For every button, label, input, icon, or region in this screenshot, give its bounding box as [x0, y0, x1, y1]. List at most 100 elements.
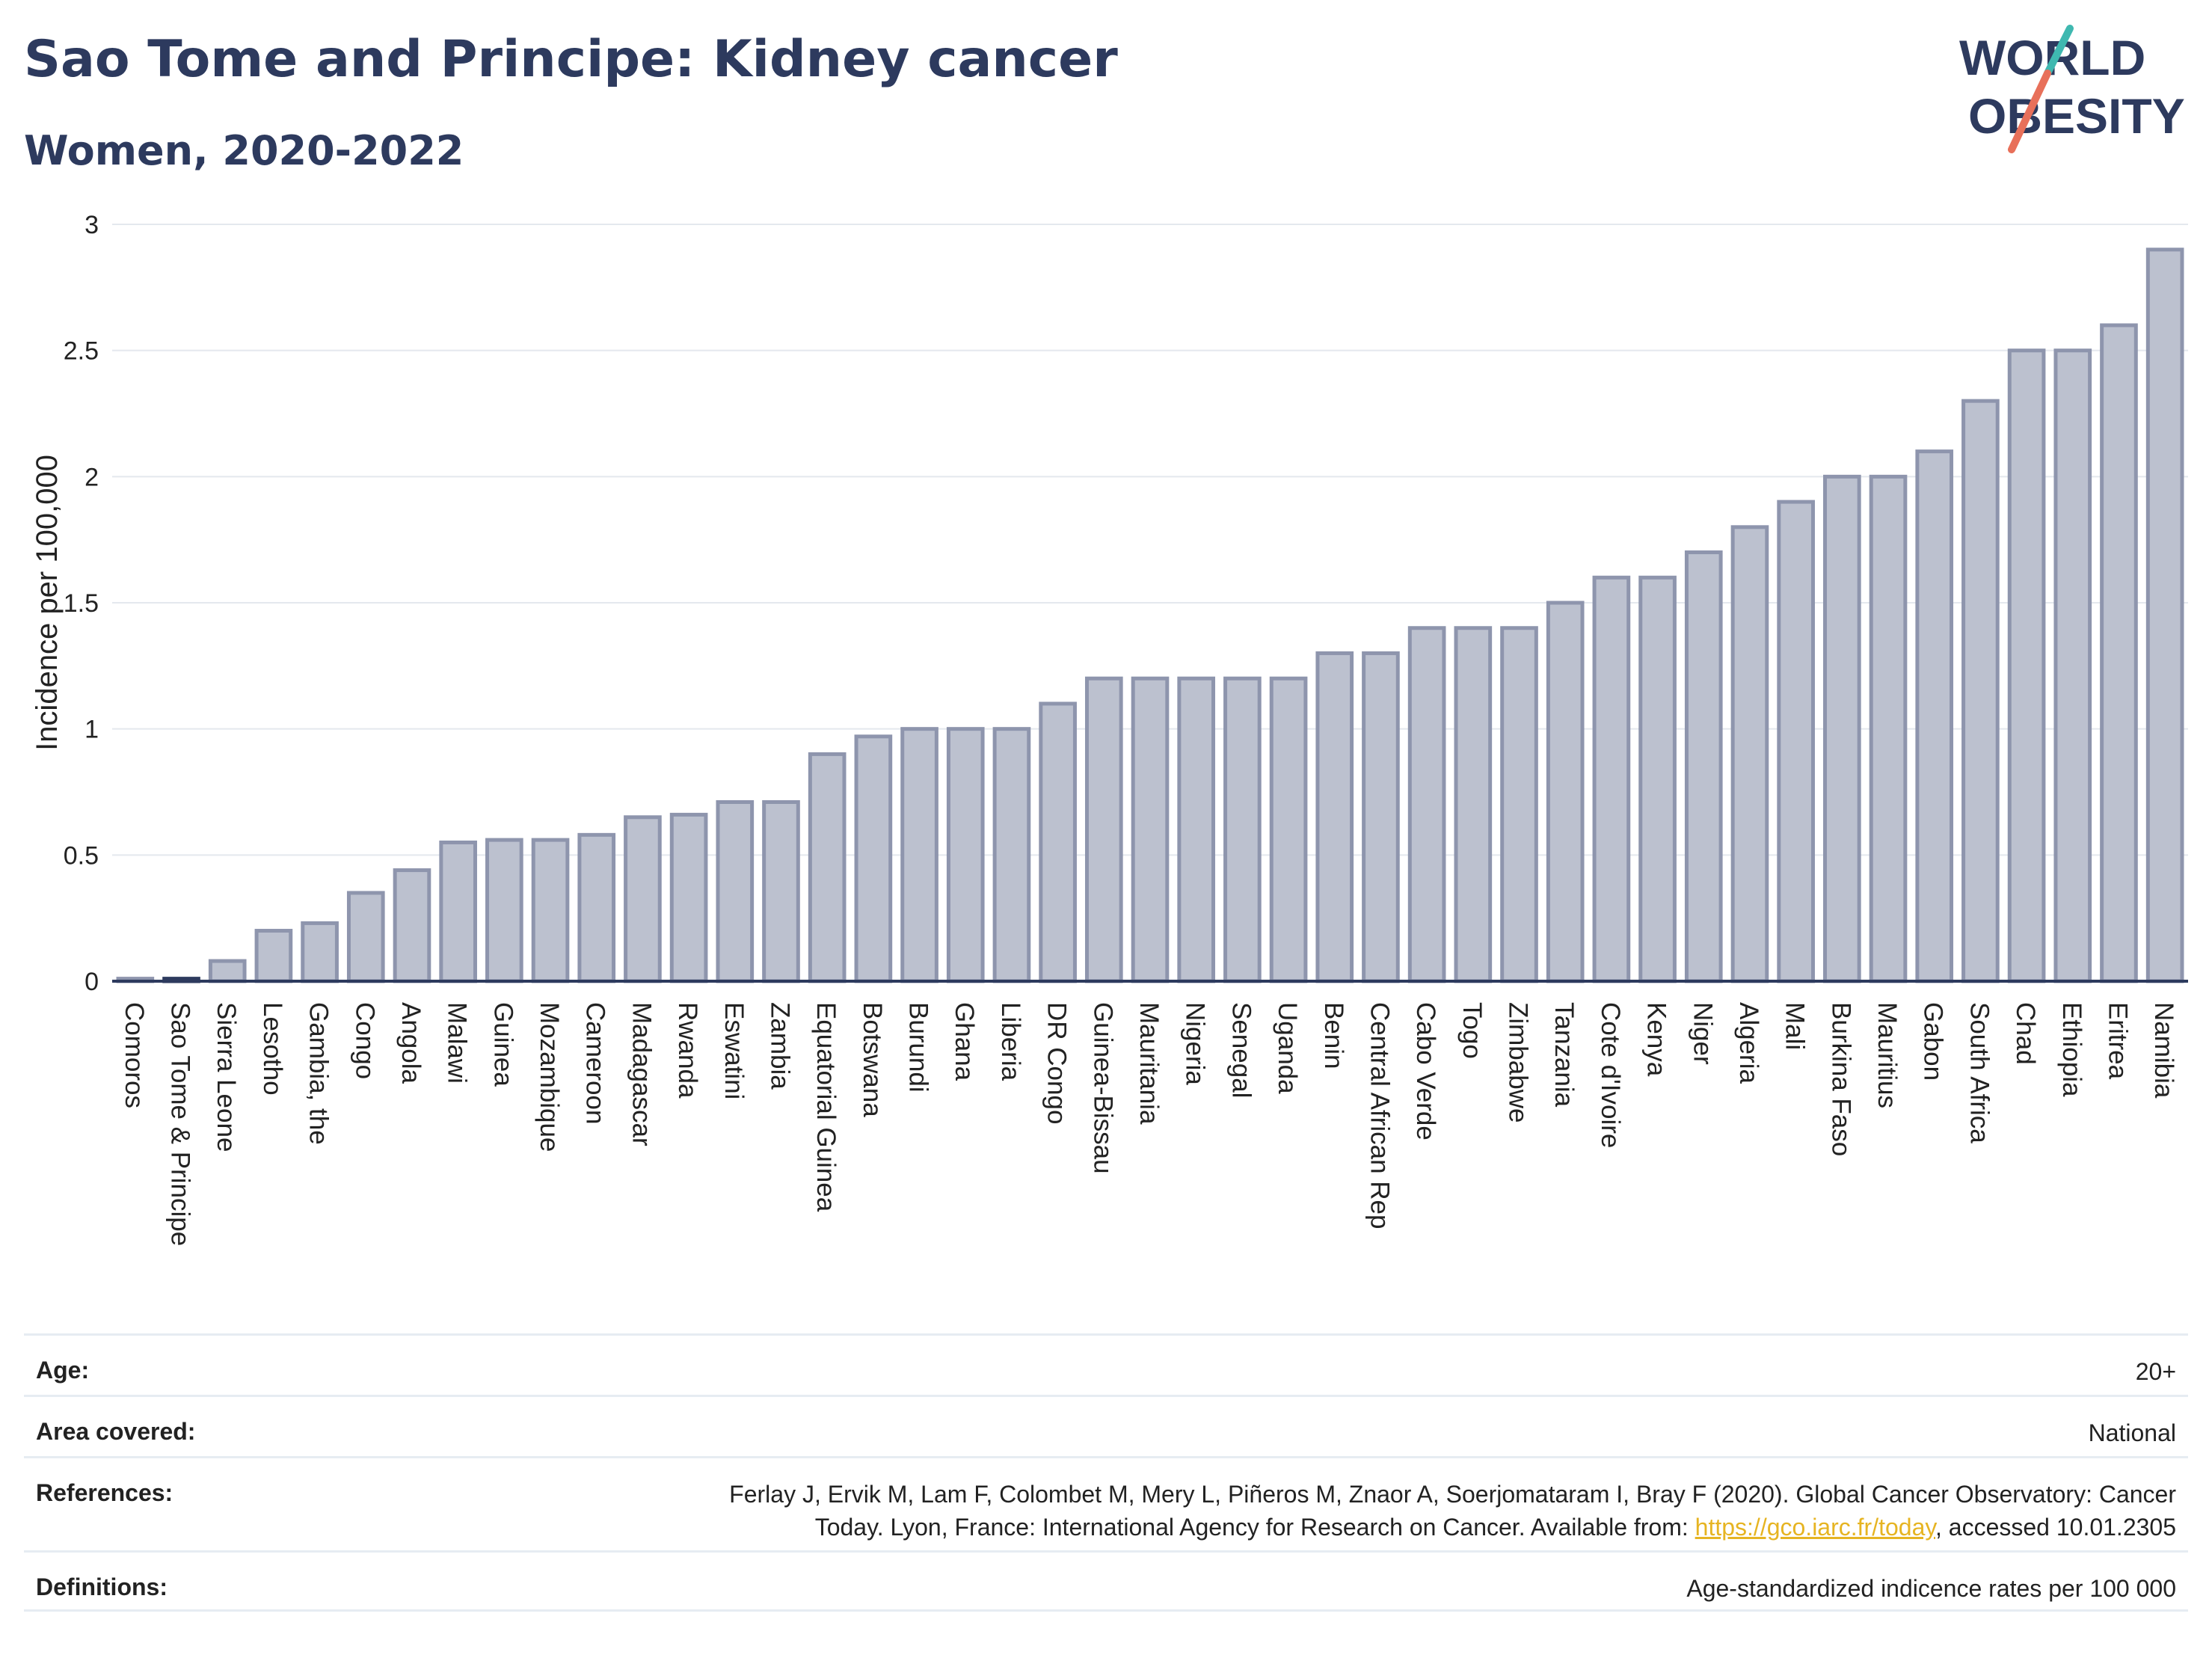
x-tick-label: Togo [1457, 1002, 1487, 1059]
bar-26 [1315, 651, 1354, 983]
references-line2-pre: Today. Lyon, France: International Agenc… [814, 1514, 1695, 1541]
y-tick-label: 1 [85, 716, 99, 744]
references-line2-post: , accessed 10.01.2305 [1935, 1514, 2176, 1541]
x-tick-label: Mauritius [1872, 1002, 1902, 1108]
age-label: Age: [36, 1357, 90, 1384]
logo-slash-red [2008, 70, 2051, 153]
chart-subtitle: Women, 2020-2022 [24, 127, 464, 174]
x-tick-label: Congo [350, 1002, 379, 1079]
x-tick-label: Senegal [1226, 1002, 1256, 1098]
bar-36 [1777, 500, 1815, 983]
x-tick-label: Mali [1781, 1002, 1810, 1050]
x-tick-label: Rwanda [673, 1002, 702, 1099]
references-label: References: [36, 1479, 173, 1506]
bar-27 [1362, 651, 1400, 983]
logo-slash-teal [2044, 25, 2074, 77]
x-tick-label: Equatorial Guinea [811, 1002, 841, 1212]
bar-35 [1730, 525, 1769, 983]
bar-12 [669, 812, 708, 983]
definitions-value: Age-standardized indicence rates per 100… [1686, 1575, 2176, 1602]
bar-8 [485, 838, 523, 983]
bar-28 [1407, 626, 1446, 983]
x-tick-label: Eritrea [2103, 1002, 2132, 1080]
x-tick-label: Uganda [1273, 1002, 1302, 1094]
x-tick-label: Burkina Faso [1826, 1002, 1855, 1156]
y-tick-label: 0.5 [64, 841, 99, 870]
bar-18 [946, 727, 985, 983]
bar-14 [762, 799, 800, 983]
bar-4 [301, 921, 339, 983]
x-tick-label: Algeria [1734, 1002, 1763, 1084]
bar-16 [854, 734, 893, 983]
bar-43 [2100, 323, 2138, 983]
x-tick-label: Malawi [443, 1002, 472, 1084]
bar-2 [208, 959, 247, 983]
area-label: Area covered: [36, 1418, 196, 1445]
area-value: National [2088, 1419, 2176, 1446]
bar-6 [393, 868, 431, 983]
y-tick-label: 0 [85, 968, 99, 996]
bar-19 [992, 727, 1031, 983]
bar-30 [1500, 626, 1538, 983]
bar-42 [2053, 348, 2092, 983]
references-line1: Ferlay J, Ervik M, Lam F, Colombet M, Me… [729, 1481, 2176, 1508]
bar-24 [1223, 676, 1262, 983]
x-tick-label: Guinea-Bissau [1088, 1002, 1117, 1174]
bar-33 [1638, 575, 1677, 983]
bar-32 [1592, 575, 1631, 983]
x-tick-label: Comoros [120, 1002, 149, 1108]
logo-text-obesity: OBESITY [1968, 88, 2185, 144]
x-tick-label: Eswatini [719, 1002, 749, 1099]
x-tick-label: DR Congo [1042, 1002, 1072, 1124]
definitions-label: Definitions: [36, 1573, 168, 1600]
x-tick-label: Ghana [950, 1002, 979, 1081]
bar-9 [531, 838, 570, 983]
bar-chart: 0 0.5 1 1.5 2 2.5 3 Incidence per 100,000 Comoro… [31, 211, 2188, 1246]
bar-7 [439, 840, 477, 983]
info-table: Age: 20+ Area covered: National Referenc… [24, 1333, 2188, 1612]
x-tick-label: Cote d'Ivoire [1596, 1002, 1625, 1148]
x-tick-label: Mozambique [535, 1002, 564, 1152]
x-tick-label: Madagascar [627, 1002, 656, 1146]
bar-17 [900, 727, 938, 983]
x-tick-label: Guinea [488, 1002, 517, 1087]
x-tick-label: Cabo Verde [1411, 1002, 1440, 1140]
x-tick-label: Cameroon [581, 1002, 610, 1124]
y-tick-label: 3 [85, 211, 99, 239]
x-tick-label: Benin [1319, 1002, 1348, 1069]
bar-11 [624, 815, 662, 983]
bar-40 [1961, 399, 2000, 983]
y-tick-label: 2 [85, 463, 99, 491]
x-tick-label: South Africa [1964, 1002, 1994, 1143]
bar-15 [808, 752, 847, 983]
bar-29 [1454, 626, 1493, 983]
info-row-references: References: Ferlay J, Ervik M, Lam F, Co… [24, 1456, 2188, 1550]
x-tick-label: Chad [2011, 1002, 2040, 1065]
x-tick-label: Angola [396, 1002, 425, 1084]
x-tick-label: Niger [1688, 1002, 1717, 1065]
bar-20 [1039, 701, 1077, 983]
x-tick-label: Liberia [996, 1002, 1025, 1081]
bar-13 [716, 799, 755, 983]
x-tick-label: Burundi [904, 1002, 933, 1093]
x-tick-label: Tanzania [1549, 1002, 1579, 1108]
x-tick-label: Gabon [1919, 1002, 1948, 1081]
bar-23 [1177, 676, 1216, 983]
bar-25 [1269, 676, 1308, 983]
bar-38 [1869, 474, 1908, 983]
y-axis-title: Incidence per 100,000 [31, 455, 64, 751]
bar-31 [1546, 601, 1585, 983]
x-tick-label: Gambia, the [304, 1002, 334, 1145]
x-tick-label: Botswana [858, 1002, 887, 1117]
x-tick-label: Namibia [2149, 1002, 2178, 1099]
bar-41 [2007, 348, 2046, 983]
bar-39 [1915, 449, 1954, 983]
x-tick-label: Zimbabwe [1504, 1002, 1533, 1123]
x-tick-label: Mauritania [1134, 1002, 1164, 1125]
x-tick-label: Lesotho [258, 1002, 287, 1096]
info-row-area: Area covered: National [24, 1395, 2188, 1456]
world-obesity-logo: WORLD OBESITY [1959, 25, 2185, 153]
x-tick-label: Nigeria [1181, 1002, 1210, 1085]
references-link[interactable]: https://gco.iarc.fr/today [1695, 1514, 1935, 1541]
bar-3 [254, 929, 293, 983]
